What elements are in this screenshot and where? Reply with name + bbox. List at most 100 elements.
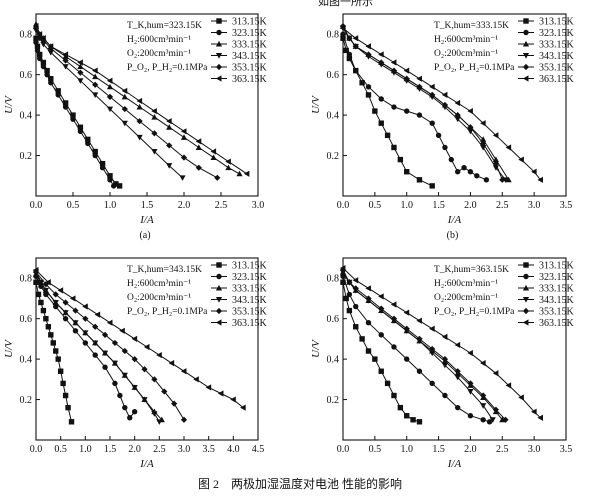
series-363.15K bbox=[339, 25, 543, 183]
data-point bbox=[106, 77, 113, 84]
panels: 0.0 0.5 1.0 1.5 2.0 2.5 3.0 0.2 0.4 0.6 0.8 I/A U/V (… bbox=[3, 13, 575, 470]
data-point bbox=[127, 415, 133, 421]
x-tick-label: 0.5 bbox=[369, 200, 382, 211]
legend-entry: 323.15K bbox=[211, 28, 268, 39]
data-point bbox=[143, 343, 150, 351]
y-tick-label: 0.8 bbox=[327, 30, 340, 41]
data-point bbox=[429, 120, 435, 126]
data-point bbox=[467, 380, 474, 387]
series-line bbox=[35, 38, 120, 187]
legend-marker bbox=[216, 29, 222, 36]
data-point bbox=[404, 413, 410, 419]
y-tick-label: 0.2 bbox=[327, 151, 340, 162]
legend-label: 363.15K bbox=[232, 318, 268, 329]
data-point bbox=[77, 128, 84, 134]
data-point bbox=[339, 25, 346, 32]
data-point bbox=[365, 51, 372, 58]
data-point bbox=[161, 388, 168, 395]
condition-text: T_K,hum=363.15K bbox=[434, 265, 509, 275]
data-point bbox=[346, 291, 353, 298]
data-point bbox=[136, 134, 143, 141]
y-axis-label: U/V bbox=[310, 95, 322, 114]
data-point bbox=[32, 269, 40, 276]
legend-entry: 323.15K bbox=[211, 272, 268, 283]
data-point bbox=[390, 315, 398, 322]
series-323.15K bbox=[33, 273, 138, 421]
data-point bbox=[391, 344, 397, 350]
x-tick-label: 2.5 bbox=[496, 200, 509, 211]
data-point bbox=[117, 392, 123, 399]
data-point bbox=[136, 97, 143, 105]
data-point bbox=[467, 349, 473, 357]
data-point bbox=[365, 295, 372, 302]
data-point bbox=[180, 128, 187, 135]
y-tick-label: 0.4 bbox=[327, 111, 340, 122]
data-point bbox=[141, 366, 148, 373]
data-point bbox=[85, 136, 91, 143]
legend-entry: 333.15K bbox=[518, 40, 575, 51]
data-point bbox=[441, 362, 449, 369]
data-point bbox=[77, 63, 84, 70]
condition-text: O₂:200cm³min⁻¹ bbox=[434, 49, 498, 59]
data-point bbox=[390, 67, 398, 74]
y-tick-label: 0.2 bbox=[20, 395, 33, 406]
legend-label: 333.15K bbox=[232, 284, 268, 295]
data-point bbox=[32, 267, 39, 274]
x-tick-label: 2.0 bbox=[178, 200, 191, 211]
x-tick-label: 2.5 bbox=[153, 444, 166, 455]
data-point bbox=[43, 291, 49, 298]
data-point bbox=[365, 92, 372, 98]
legend-entry: 323.15K bbox=[518, 272, 575, 283]
legend-marker bbox=[522, 284, 530, 291]
legend-marker bbox=[523, 262, 529, 268]
series-313.15K bbox=[33, 279, 75, 425]
y-tick-label: 0.2 bbox=[327, 395, 340, 406]
data-point bbox=[34, 47, 41, 54]
x-tick-label: 0.0 bbox=[30, 444, 43, 455]
data-point bbox=[141, 397, 148, 403]
data-point bbox=[243, 170, 250, 177]
legend-marker bbox=[215, 40, 223, 47]
data-point bbox=[384, 380, 391, 387]
data-point bbox=[99, 164, 106, 171]
legend-label: 353.15K bbox=[539, 63, 575, 74]
y-tick-label: 0.6 bbox=[20, 70, 33, 81]
data-point bbox=[483, 177, 490, 183]
x-tick-label: 2.5 bbox=[496, 444, 509, 455]
legend-label: 353.15K bbox=[539, 307, 575, 318]
legend-label: 363.15K bbox=[539, 318, 575, 329]
x-tick-label: 0.5 bbox=[54, 444, 67, 455]
data-point bbox=[441, 101, 449, 109]
data-point bbox=[122, 404, 128, 411]
data-point bbox=[403, 75, 410, 82]
data-point bbox=[48, 76, 54, 82]
x-tick-label: 1.0 bbox=[104, 200, 117, 211]
series-line bbox=[342, 267, 541, 419]
data-point bbox=[112, 380, 118, 387]
data-point bbox=[480, 417, 486, 423]
data-point bbox=[429, 183, 435, 189]
x-tick-label: 1.5 bbox=[104, 444, 117, 455]
data-point bbox=[403, 309, 410, 316]
legend-entry: 363.15K bbox=[518, 74, 575, 85]
data-point bbox=[454, 374, 461, 381]
plot-frame bbox=[342, 13, 567, 197]
data-point bbox=[121, 105, 128, 113]
legend-entry: 313.15K bbox=[518, 17, 575, 28]
data-point bbox=[346, 307, 353, 314]
data-point bbox=[82, 315, 89, 322]
legend-entry: 343.15K bbox=[211, 295, 268, 306]
data-point bbox=[45, 324, 52, 330]
x-tick-label: 1.0 bbox=[400, 444, 413, 455]
data-point bbox=[70, 116, 76, 122]
data-point bbox=[391, 392, 397, 399]
data-point bbox=[62, 315, 69, 322]
data-point bbox=[210, 148, 217, 155]
data-point bbox=[55, 356, 61, 362]
legend-marker bbox=[522, 53, 530, 59]
data-point bbox=[40, 307, 47, 314]
condition-text: O₂:200cm³min⁻¹ bbox=[127, 49, 191, 59]
legend-marker bbox=[522, 75, 529, 82]
data-point bbox=[518, 394, 524, 401]
x-tick-label: 2.5 bbox=[215, 200, 228, 211]
